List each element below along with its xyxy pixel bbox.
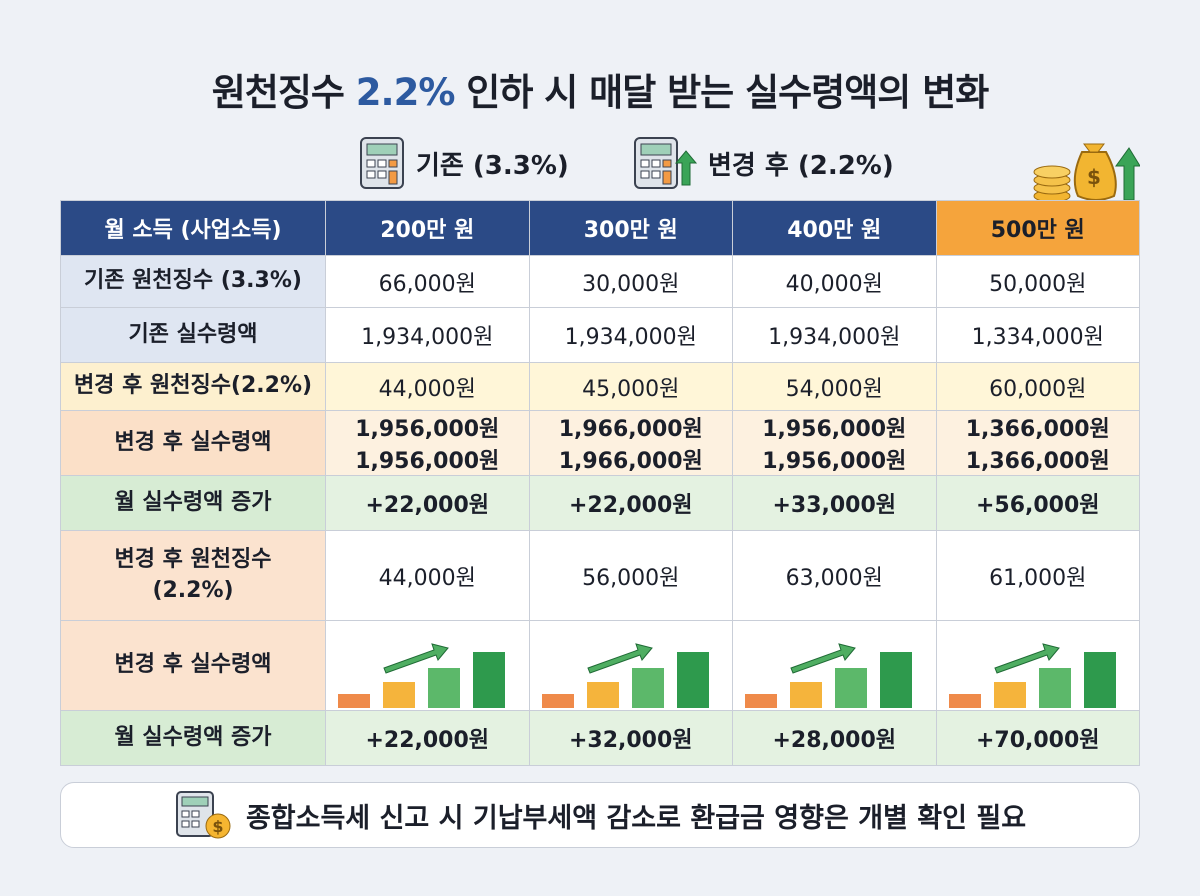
- table-row: 기존 원천징수 (3.3%) 66,000원 30,000원 40,000원 50,00…: [60, 255, 1140, 308]
- value-cell: +33,000원: [732, 475, 937, 531]
- value-cell: +22,000원: [325, 475, 530, 531]
- header-row: 월 소득 (사업소득) 200만 원 300만 원 400만 원 500만 원: [60, 200, 1140, 256]
- calculator-icon: [360, 137, 404, 189]
- svg-text:$: $: [212, 817, 223, 836]
- value-cell: 45,000원: [528, 362, 733, 411]
- value-cell: 60,000원: [935, 362, 1140, 411]
- value-cell: 1,934,000원: [732, 307, 937, 363]
- table-row: 월 실수령액 증가 +22,000원 +32,000원 +28,000원 +70,000…: [60, 710, 1140, 766]
- title: 원천징수 2.2% 인하 시 매달 받는 실수령액의 변화: [0, 62, 1200, 116]
- value-text: 1,966,000원: [558, 449, 703, 474]
- value-cell: [325, 620, 530, 711]
- table-row: 변경 후 원천징수 (2.2%) 44,000원 56,000원 63,000원 61,…: [60, 530, 1140, 621]
- row-label: 변경 후 원천징수(2.2%): [60, 362, 326, 411]
- value-cell: 54,000원: [732, 362, 937, 411]
- table-row: 월 실수령액 증가 +22,000원 +22,000원 +33,000원 +56,000…: [60, 475, 1140, 531]
- title-suffix: 인하 시 매달 받는 실수령액의 변화: [454, 71, 989, 114]
- row-label: 기존 원천징수 (3.3%): [60, 255, 326, 308]
- legend-label: 기존 (3.3%): [416, 150, 569, 181]
- value-cell: 1,934,000원: [528, 307, 733, 363]
- table: 월 소득 (사업소득) 200만 원 300만 원 400만 원 500만 원 기존 원천…: [60, 200, 1140, 766]
- title-prefix: 원천징수: [211, 71, 356, 114]
- value-cell: 66,000원: [325, 255, 530, 308]
- legend-label: 변경 후 (2.2%): [708, 150, 894, 181]
- legend-item: 변경 후 (2.2%): [632, 135, 894, 191]
- row-label: 월 실수령액 증가: [60, 475, 326, 531]
- row-label: 기존 실수령액: [60, 307, 326, 363]
- value-text: 1,956,000원: [762, 449, 907, 474]
- value-cell: +22,000원: [528, 475, 733, 531]
- value-cell: 40,000원: [732, 255, 937, 308]
- decorative-bars: [948, 643, 1116, 708]
- value-cell: 44,000원: [325, 362, 530, 411]
- value-cell: 1,966,000원1,966,000원: [528, 410, 733, 476]
- row-label: 변경 후 원천징수 (2.2%): [60, 530, 326, 621]
- header-cell: 200만 원: [325, 200, 530, 256]
- value-cell: 1,334,000원: [935, 307, 1140, 363]
- table-row: 변경 후 실수령액 1,956,000원1,956,000원 1,966,000원1…: [60, 410, 1140, 476]
- legend-item: 기존 (3.3%): [358, 135, 569, 191]
- header-cell: 400만 원: [732, 200, 937, 256]
- value-cell: 44,000원: [325, 530, 530, 621]
- value-cell: +22,000원: [325, 710, 530, 766]
- value-cell: 50,000원: [935, 255, 1140, 308]
- svg-text:$: $: [1087, 165, 1101, 189]
- value-cell: 1,366,000원1,366,000원: [935, 410, 1140, 476]
- row-label: 월 실수령액 증가: [60, 710, 326, 766]
- decorative-bars: [745, 643, 912, 708]
- header-cell: 500만 원: [935, 200, 1140, 256]
- value-cell: 30,000원: [528, 255, 733, 308]
- footer-text: 종합소득세 신고 시 기납부세액 감소로 환급금 영향은 개별 확인 필요: [245, 802, 1027, 834]
- decorative-bars: [338, 643, 505, 708]
- row-label: 변경 후 실수령액: [60, 620, 326, 711]
- value-cell: +28,000원: [732, 710, 937, 766]
- header-cell: 월 소득 (사업소득): [60, 200, 326, 256]
- calculator-icon: $: [175, 791, 231, 839]
- row-label: 변경 후 실수령액: [60, 410, 326, 476]
- value-cell: 1,956,000원1,956,000원: [732, 410, 937, 476]
- title-highlight: 2.2%: [355, 71, 456, 114]
- table-row: 기존 실수령액 1,934,000원 1,934,000원 1,934,000원 1,3…: [60, 307, 1140, 363]
- value-cell: +32,000원: [528, 710, 733, 766]
- value-cell: 1,956,000원1,956,000원: [325, 410, 530, 476]
- table-row: 변경 후 원천징수(2.2%) 44,000원 45,000원 54,000원 60,0…: [60, 362, 1140, 411]
- value-cell: 1,934,000원: [325, 307, 530, 363]
- header-cell: 300만 원: [528, 200, 733, 256]
- value-cell: [528, 620, 733, 711]
- value-cell: 61,000원: [935, 530, 1140, 621]
- value-cell: 63,000원: [732, 530, 937, 621]
- value-cell: [935, 620, 1140, 711]
- table-row: 변경 후 실수령액: [60, 620, 1140, 711]
- value-cell: [732, 620, 937, 711]
- value-cell: +56,000원: [935, 475, 1140, 531]
- value-text: 1,366,000원: [965, 449, 1110, 474]
- value-text: 1,956,000원: [355, 449, 500, 474]
- decorative-bars: [541, 643, 709, 708]
- value-cell: 56,000원: [528, 530, 733, 621]
- calculator-icon: [634, 137, 698, 189]
- value-cell: +70,000원: [935, 710, 1140, 766]
- money-icon: $: [1033, 143, 1140, 203]
- footer-note: $ 종합소득세 신고 시 기납부세액 감소로 환급금 영향은 개별 확인 필요: [60, 782, 1140, 848]
